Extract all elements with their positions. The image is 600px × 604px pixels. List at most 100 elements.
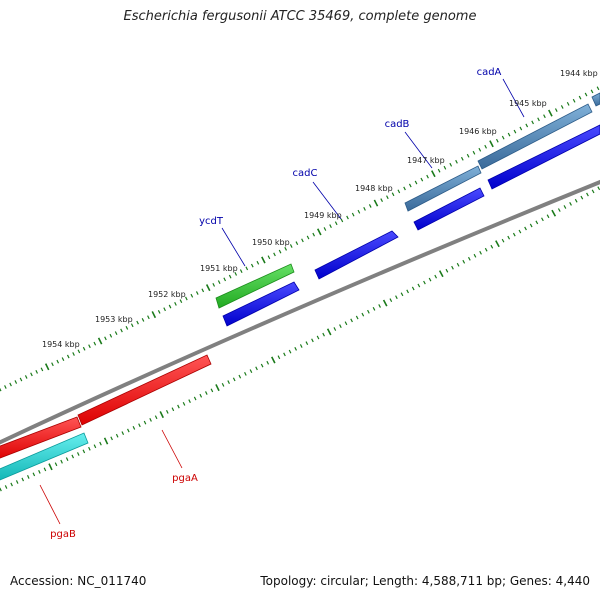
- gene-label-ycdT[interactable]: ycdT: [199, 216, 224, 227]
- minor-tick: [329, 224, 332, 229]
- minor-tick: [109, 333, 113, 338]
- minor-tick: [445, 268, 449, 273]
- minor-tick: [14, 380, 18, 384]
- minor-tick: [228, 274, 232, 279]
- minor-tick: [417, 283, 421, 288]
- minor-tick: [15, 480, 19, 484]
- minor-tick: [32, 472, 36, 477]
- minor-tick: [306, 235, 310, 240]
- minor-tick: [125, 325, 129, 330]
- minor-tick: [323, 227, 327, 231]
- minor-tick: [560, 105, 564, 109]
- gene-label-cadC[interactable]: cadC: [293, 168, 318, 179]
- minor-tick: [212, 282, 216, 287]
- minor-tick: [138, 423, 141, 428]
- minor-tick: [484, 247, 488, 252]
- minor-tick: [267, 255, 271, 260]
- minor-tick: [30, 372, 33, 377]
- gene-feature-pgaA[interactable]: [77, 354, 212, 426]
- minor-tick: [88, 344, 91, 349]
- minor-tick: [543, 114, 546, 119]
- feature-track: [0, 92, 600, 482]
- major-tick: [151, 311, 157, 319]
- minor-tick: [19, 377, 23, 382]
- minor-tick: [312, 232, 316, 237]
- gene-feature-cadA[interactable]: [487, 124, 600, 190]
- minor-tick: [403, 186, 406, 191]
- minor-tick: [368, 204, 372, 208]
- minor-tick: [201, 288, 205, 293]
- major-tick: [438, 270, 444, 278]
- minor-tick: [288, 349, 292, 354]
- minor-tick: [389, 298, 393, 303]
- gene-label-cadA[interactable]: cadA: [477, 67, 502, 78]
- gene-labels: cadA cadB cadC ycdT pgaA pgaB: [50, 67, 501, 540]
- minor-tick: [546, 214, 550, 219]
- minor-tick: [443, 165, 447, 170]
- minor-tick: [462, 259, 466, 264]
- major-tick: [373, 199, 379, 207]
- gene-feature-cadB-upper[interactable]: [404, 165, 482, 212]
- minor-tick: [110, 436, 113, 441]
- minor-tick: [283, 352, 286, 357]
- minor-tick: [245, 266, 249, 271]
- minor-tick: [449, 162, 453, 167]
- minor-tick: [456, 262, 460, 267]
- gene-feature-ycdT[interactable]: [215, 263, 295, 309]
- gene-label-pgaB[interactable]: pgaB: [50, 529, 76, 540]
- minor-tick: [380, 198, 384, 203]
- minor-tick: [397, 189, 401, 194]
- minor-tick: [495, 138, 499, 143]
- minor-tick: [289, 244, 293, 248]
- minor-tick: [578, 95, 582, 100]
- gene-feature-ycdT-strand[interactable]: [222, 281, 300, 327]
- inner-tick-track: [0, 186, 600, 492]
- gene-label-cadB[interactable]: cadB: [385, 119, 410, 130]
- minor-tick: [35, 370, 39, 374]
- minor-tick: [507, 235, 511, 240]
- minor-tick: [174, 301, 177, 306]
- gene-feature-cadA-upper[interactable]: [477, 103, 593, 170]
- minor-tick: [340, 218, 344, 223]
- minor-tick: [378, 304, 381, 308]
- tick-label: 1948 kbp: [355, 184, 393, 193]
- tick-label: 1949 kbp: [304, 211, 342, 220]
- minor-tick: [40, 367, 44, 372]
- minor-tick: [127, 428, 130, 433]
- minor-tick: [346, 215, 349, 220]
- minor-tick: [114, 331, 118, 336]
- minor-tick: [361, 312, 365, 317]
- minor-tick: [232, 377, 236, 382]
- minor-tick: [333, 327, 337, 331]
- minor-tick: [149, 418, 152, 422]
- minor-tick: [525, 123, 529, 128]
- callout-line-cadC: [312, 181, 342, 220]
- major-tick: [317, 228, 322, 236]
- gene-feature-cyan[interactable]: [0, 432, 89, 482]
- gene-label-pgaA[interactable]: pgaA: [172, 473, 198, 484]
- tick-label: 1952 kbp: [148, 290, 186, 299]
- minor-tick: [104, 336, 107, 341]
- minor-tick: [591, 189, 595, 194]
- minor-tick: [566, 101, 570, 106]
- major-tick: [103, 437, 109, 445]
- gene-feature-pgaB[interactable]: [0, 416, 82, 460]
- minor-tick: [168, 304, 172, 309]
- callout-line-pgaB: [39, 484, 61, 525]
- minor-tick: [256, 260, 260, 265]
- minor-tick: [60, 459, 63, 464]
- gene-feature-cadB[interactable]: [413, 187, 485, 231]
- minor-tick: [411, 286, 415, 291]
- minor-tick: [43, 467, 47, 472]
- minor-tick: [171, 407, 175, 412]
- major-tick: [215, 384, 220, 392]
- minor-tick: [350, 318, 353, 323]
- minor-tick: [234, 272, 238, 276]
- minor-tick: [334, 221, 338, 226]
- gene-feature-edge-upper[interactable]: [591, 92, 600, 107]
- tick-label: 1951 kbp: [200, 264, 238, 273]
- gene-feature-cadC[interactable]: [314, 230, 399, 280]
- minor-tick: [478, 147, 482, 152]
